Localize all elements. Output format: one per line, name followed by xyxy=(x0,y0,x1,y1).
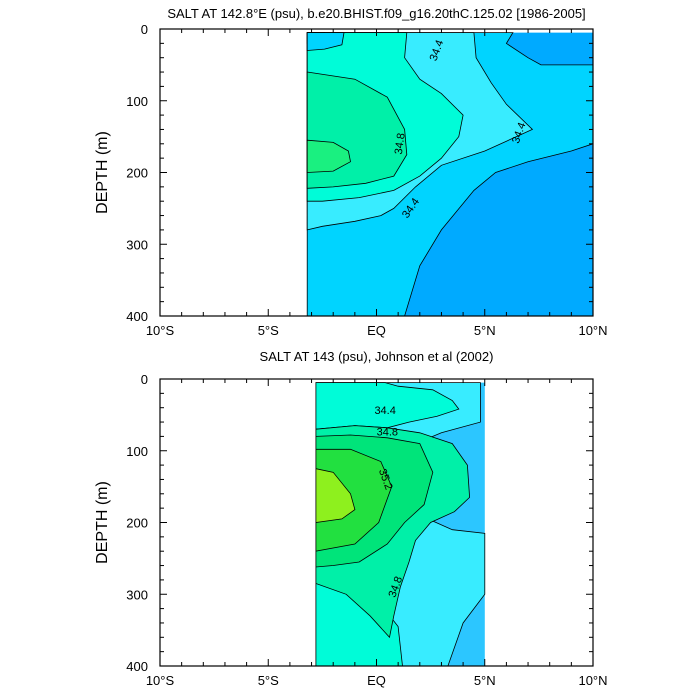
x-tick-label: 10°S xyxy=(146,673,175,688)
panel-title: SALT AT 142.8°E (psu), b.e20.BHIST.f09_g… xyxy=(167,6,585,21)
contour-fill-group xyxy=(306,32,594,317)
panel-2: SALT AT 143 (psu), Johnson et al (2002) 3… xyxy=(94,349,608,688)
y-tick-label: 300 xyxy=(126,587,148,602)
y-tick-label: 300 xyxy=(126,237,148,252)
y-tick-label: 400 xyxy=(126,659,148,674)
x-tick-label: 5°S xyxy=(258,673,279,688)
contour-label: 34.8 xyxy=(377,427,398,439)
x-tick-label: 5°S xyxy=(258,323,279,338)
x-tick-label: 10°N xyxy=(578,323,607,338)
x-tick-label: 5°N xyxy=(474,323,496,338)
y-axis-label: DEPTH (m) xyxy=(94,481,111,564)
y-tick-label: 100 xyxy=(126,444,148,459)
y-tick-label: 0 xyxy=(141,372,148,387)
y-tick-label: 100 xyxy=(126,94,148,109)
y-tick-label: 200 xyxy=(126,166,148,181)
panel-1: SALT AT 142.8°E (psu), b.e20.BHIST.f09_g… xyxy=(94,6,608,338)
contour-fill-group xyxy=(315,382,486,667)
y-tick-label: 200 xyxy=(126,516,148,531)
contour-label: 34.4 xyxy=(374,405,395,417)
x-tick-label: EQ xyxy=(367,323,386,338)
y-tick-label: 0 xyxy=(141,22,148,37)
contour-band-35.4 xyxy=(315,468,356,523)
contour-label: 34.8 xyxy=(393,132,408,155)
y-axis-label: DEPTH (m) xyxy=(94,131,111,214)
x-tick-label: EQ xyxy=(367,673,386,688)
contour-band-35 xyxy=(306,139,351,173)
x-tick-label: 10°N xyxy=(578,673,607,688)
x-tick-label: 10°S xyxy=(146,323,175,338)
contour-band-34.2 xyxy=(306,32,345,51)
y-tick-label: 400 xyxy=(126,309,148,324)
x-tick-label: 5°N xyxy=(474,673,496,688)
panel-title: SALT AT 143 (psu), Johnson et al (2002) xyxy=(260,349,494,364)
